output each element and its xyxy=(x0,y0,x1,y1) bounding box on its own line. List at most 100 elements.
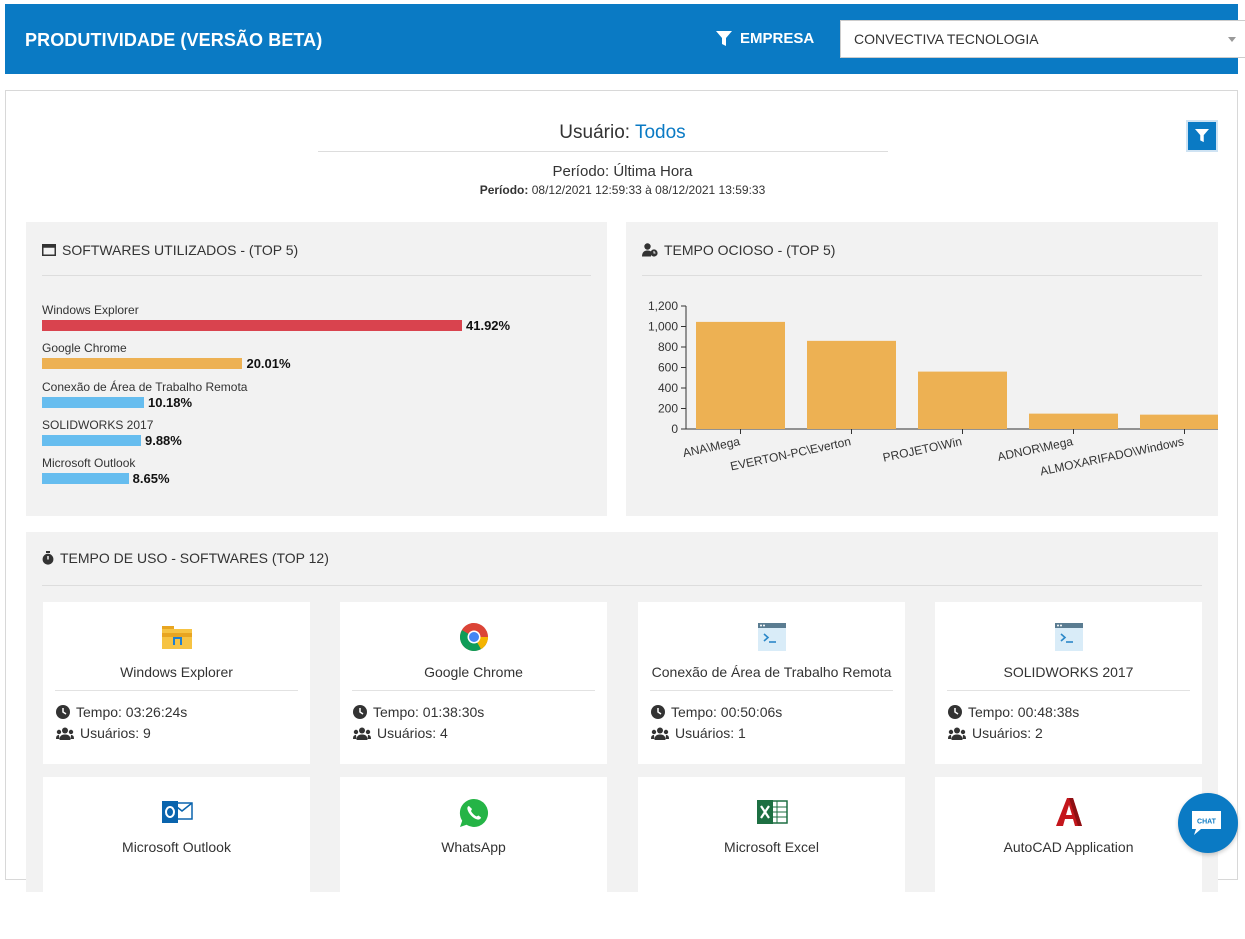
users-value: Usuários: 2 xyxy=(972,725,1043,741)
y-tick-label: 0 xyxy=(671,422,678,436)
divider xyxy=(650,690,893,691)
software-tile[interactable]: Conexão de Área de Trabalho Remota Tempo… xyxy=(638,602,905,764)
company-select[interactable]: CONVECTIVA TECNOLOGIA xyxy=(840,20,1245,58)
user-clock-icon xyxy=(642,243,658,257)
period-title: Período: Última Hora xyxy=(552,163,693,180)
users-row: Usuários: 4 xyxy=(353,725,448,741)
software-bar xyxy=(42,358,243,370)
idle-bar[interactable] xyxy=(807,340,896,429)
idle-bar[interactable] xyxy=(696,321,785,429)
clock-icon xyxy=(948,705,962,719)
software-bar xyxy=(42,320,462,331)
software-bar xyxy=(42,473,129,485)
time-value: Tempo: 03:26:24s xyxy=(76,704,188,720)
divider xyxy=(352,690,595,691)
x-tick-label: EVERTON-PC\Everton xyxy=(729,434,852,473)
users-row: Usuários: 1 xyxy=(651,725,746,741)
software-tile[interactable]: WhatsApp xyxy=(340,777,607,939)
software-bar-item: Google Chrome 20.01% xyxy=(42,341,291,371)
chevron-down-icon xyxy=(1228,37,1236,42)
software-bar-label: Conexão de Área de Trabalho Remota xyxy=(42,379,248,394)
autocad-icon xyxy=(935,797,1202,827)
company-select-value: CONVECTIVA TECNOLOGIA xyxy=(854,31,1039,47)
time-value: Tempo: 01:38:30s xyxy=(373,704,485,720)
user-line: Usuário: Todos xyxy=(6,122,1239,144)
idle-time-title: TEMPO OCIOSO - (TOP 5) xyxy=(642,242,835,258)
top-bar: PRODUTIVIDADE (VERSÃO BETA) EMPRESA CONV… xyxy=(5,4,1245,74)
divider xyxy=(42,585,1202,586)
usage-time-title-text: TEMPO DE USO - SOFTWARES (TOP 12) xyxy=(60,550,329,566)
software-usage-card: SOFTWARES UTILIZADOS - (TOP 5) Windows E… xyxy=(26,222,607,516)
excel-icon xyxy=(638,797,905,827)
idle-bar[interactable] xyxy=(1029,413,1118,429)
y-tick-label: 200 xyxy=(658,402,678,416)
chat-button[interactable]: CHAT xyxy=(1178,793,1238,853)
software-tile[interactable]: Microsoft Excel xyxy=(638,777,905,939)
software-bar-percent: 20.01% xyxy=(246,356,291,372)
idle-bar[interactable] xyxy=(918,371,1007,429)
stopwatch-icon xyxy=(42,551,54,565)
idle-time-chart: 0 200 400 600 800 1,000 1,200 ANA\MegaEVERTON-P… xyxy=(648,299,1218,478)
users-icon xyxy=(353,727,371,740)
software-bar-label: Google Chrome xyxy=(42,341,127,356)
y-tick-label: 800 xyxy=(658,340,678,354)
software-name: Conexão de Área de Trabalho Remota xyxy=(651,664,892,680)
chat-icon: CHAT xyxy=(1192,811,1221,835)
page-title: PRODUTIVIDADE (VERSÃO BETA) xyxy=(25,30,323,50)
divider xyxy=(318,151,888,152)
software-tile[interactable]: AutoCAD Application xyxy=(935,777,1202,939)
y-tick-label: 1,000 xyxy=(648,320,678,334)
software-name: Microsoft Outlook xyxy=(122,839,231,855)
software-tile[interactable]: SOLIDWORKS 2017 Tempo: 00:48:38s Usuário… xyxy=(935,602,1202,764)
clock-icon xyxy=(353,705,367,719)
users-icon xyxy=(56,727,74,740)
x-tick-label: ANA\Mega xyxy=(681,434,741,460)
terminal-window-icon xyxy=(935,622,1202,652)
idle-time-title-text: TEMPO OCIOSO - (TOP 5) xyxy=(664,242,836,258)
x-tick-label: PROJETO\Win xyxy=(882,434,964,464)
software-bar-percent: 10.18% xyxy=(147,394,193,410)
software-tile[interactable]: Windows Explorer Tempo: 03:26:24s Usuári… xyxy=(43,602,310,764)
chat-label: CHAT xyxy=(1197,819,1217,826)
chrome-icon xyxy=(340,622,607,652)
software-bar-percent: 8.65% xyxy=(132,471,170,487)
software-bar-percent: 41.92% xyxy=(466,318,511,333)
software-bar-label: Windows Explorer xyxy=(42,303,139,317)
software-tile[interactable]: Microsoft Outlook xyxy=(43,777,310,939)
period-detail-label: Período: xyxy=(479,183,529,197)
software-tile[interactable]: Google Chrome Tempo: 01:38:30s Usuários:… xyxy=(340,602,607,764)
main-panel: Usuário: Todos Período: Última Hora Perí… xyxy=(5,90,1239,939)
window-icon xyxy=(42,244,56,256)
filter-button[interactable] xyxy=(1186,120,1218,152)
software-name: WhatsApp xyxy=(441,839,506,855)
user-value[interactable]: Todos xyxy=(634,122,686,143)
usage-time-title: TEMPO DE USO - SOFTWARES (TOP 12) xyxy=(42,550,329,566)
software-bar-item: Conexão de Área de Trabalho Remota 10.18% xyxy=(42,380,247,410)
software-bar-percent: 9.88% xyxy=(144,432,182,448)
software-bar-item: Windows Explorer 41.92% xyxy=(42,303,510,333)
users-value: Usuários: 9 xyxy=(80,725,151,741)
outlook-icon xyxy=(43,797,310,827)
software-name: AutoCAD Application xyxy=(1003,839,1134,855)
time-value: Tempo: 00:50:06s xyxy=(671,704,783,720)
software-bar xyxy=(42,434,141,446)
y-tick-label: 600 xyxy=(658,361,678,375)
y-tick-label: 400 xyxy=(658,381,678,395)
software-bar-label: SOLIDWORKS 2017 xyxy=(42,417,154,432)
users-icon xyxy=(651,727,669,740)
user-label: Usuário: xyxy=(559,122,631,143)
software-name: Google Chrome xyxy=(424,664,523,680)
software-name: Windows Explorer xyxy=(120,664,233,680)
software-name: SOLIDWORKS 2017 xyxy=(1003,664,1134,680)
time-row: Tempo: 03:26:24s xyxy=(56,704,187,720)
software-usage-title-text: SOFTWARES UTILIZADOS - (TOP 5) xyxy=(62,242,299,258)
folder-icon xyxy=(43,622,310,652)
software-bar-item: Microsoft Outlook 8.65% xyxy=(42,456,170,486)
users-row: Usuários: 2 xyxy=(948,725,1043,741)
software-usage-title: SOFTWARES UTILIZADOS - (TOP 5) xyxy=(42,242,298,258)
divider xyxy=(42,275,591,276)
idle-bar[interactable] xyxy=(1140,414,1218,429)
users-row: Usuários: 9 xyxy=(56,725,151,741)
filter-icon xyxy=(716,30,732,46)
time-row: Tempo: 01:38:30s xyxy=(353,704,484,720)
